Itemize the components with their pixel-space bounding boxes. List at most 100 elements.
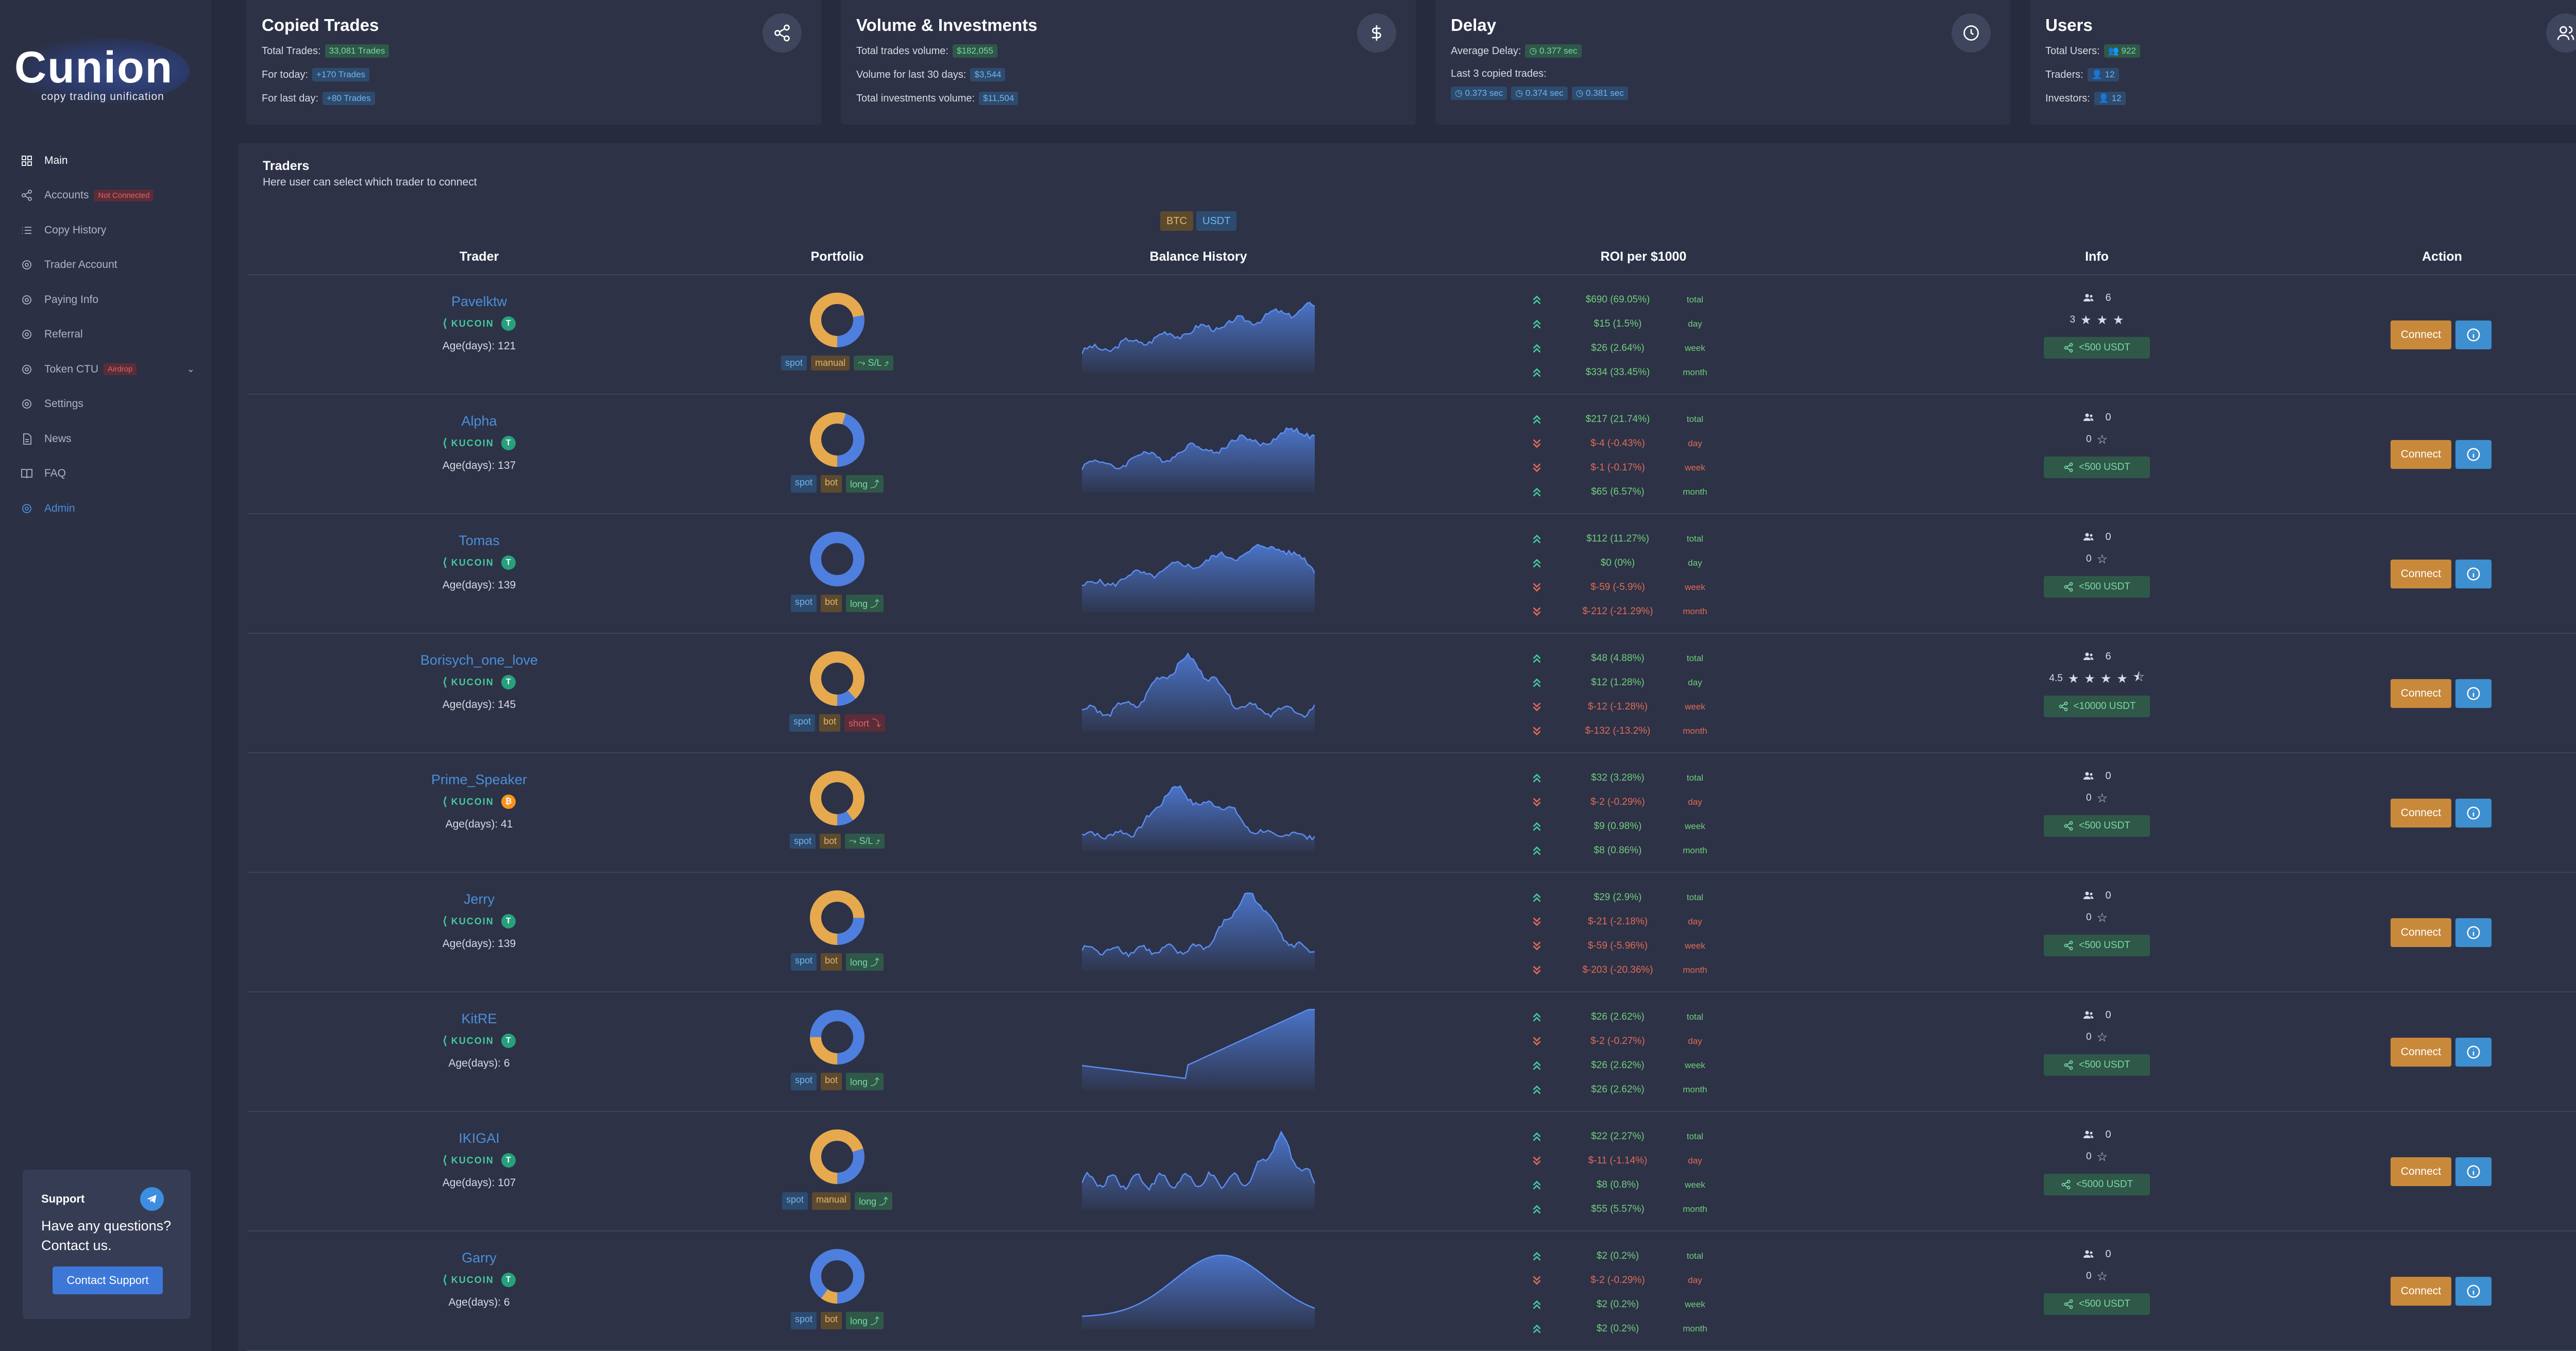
chevron-down-icon[interactable]: ⌄ (187, 364, 195, 375)
balance-history-sparkline (1082, 785, 1315, 851)
currency-btc-toggle[interactable]: BTC (1160, 211, 1193, 231)
tag-label: S/L (868, 358, 882, 368)
usdt-coin-icon: T (501, 675, 516, 689)
connect-button[interactable]: Connect (2391, 679, 2451, 708)
tag-label: bot (824, 477, 838, 487)
info-button[interactable] (2455, 320, 2492, 349)
connect-button[interactable]: Connect (2391, 560, 2451, 588)
roi-period: week (1685, 343, 1705, 353)
delay-value-text: 0.373 sec (1465, 88, 1503, 98)
investment-limit-badge[interactable]: <500 USDT (2044, 815, 2150, 837)
investment-limit-badge[interactable]: <5000 USDT (2044, 1174, 2150, 1195)
contact-support-button[interactable]: Contact Support (53, 1266, 163, 1294)
trader-name-link[interactable]: IKIGAI (459, 1130, 500, 1146)
stat-line: Total investments volume: $11,504 (856, 92, 1019, 105)
stat-value: 👥 922 (2104, 44, 2140, 58)
roi-period: total (1686, 414, 1704, 424)
connect-button[interactable]: Connect (2391, 1038, 2451, 1067)
star-icon: ★ (2096, 313, 2108, 327)
portfolio-tags: spot bot long ⤴ (762, 953, 912, 971)
sidebar-item-trader-account[interactable]: Trader Account (21, 248, 201, 283)
investment-limit-badge[interactable]: <10000 USDT (2044, 696, 2150, 717)
info-button[interactable] (2455, 1157, 2492, 1186)
roi-value: $-2 (-0.29%) (1590, 796, 1645, 807)
trader-name-link[interactable]: Jerry (464, 891, 495, 907)
sparkline-area (1082, 893, 1315, 971)
star-icon: ☆ (2096, 432, 2108, 447)
col-header-roi: ROI per $1000 (1600, 249, 1687, 264)
sidebar-item-news[interactable]: News (21, 421, 201, 457)
users-icon (2083, 1011, 2094, 1019)
trader-name-link[interactable]: Garry (462, 1250, 497, 1265)
connect-button[interactable]: Connect (2391, 1157, 2451, 1186)
share-icon (2064, 462, 2073, 472)
trader-info: 0 0 ☆ <500 USDT (2035, 1005, 2159, 1076)
info-button[interactable] (2455, 799, 2492, 828)
logo[interactable]: Cunion copy trading unification (14, 37, 190, 109)
roi-period: total (1686, 294, 1704, 305)
followers-count: 0 (2105, 889, 2111, 901)
connect-button[interactable]: Connect (2391, 440, 2451, 469)
exchange-label: ⟨ KUCOIN T (402, 675, 556, 689)
info-button[interactable] (2455, 1038, 2492, 1067)
sidebar-item-label: FAQ (44, 467, 66, 480)
sidebar-item-faq[interactable]: FAQ (21, 457, 201, 492)
usdt-coin-icon: T (501, 316, 516, 331)
info-button[interactable] (2455, 918, 2492, 947)
investment-limit-badge[interactable]: <500 USDT (2044, 457, 2150, 478)
sidebar-item-accounts[interactable]: Accounts Not Connected (21, 178, 201, 213)
sidebar-item-main[interactable]: Main (21, 143, 201, 178)
roi-value: $65 (6.57%) (1591, 486, 1645, 497)
card-title: Volume & Investments (856, 15, 1038, 35)
rating: 0 ☆ (2035, 1264, 2159, 1288)
info-button[interactable] (2455, 679, 2492, 708)
sidebar-item-admin[interactable]: Admin (21, 491, 201, 526)
sidebar-item-referral[interactable]: Referral (21, 317, 201, 352)
roi-value: $-59 (-5.9%) (1590, 581, 1645, 593)
tag-bot: bot (820, 1073, 842, 1090)
trader-name-link[interactable]: KitRE (461, 1011, 497, 1026)
info-button[interactable] (2455, 560, 2492, 588)
tag-long: long ⤴ (846, 475, 884, 493)
donut-ring-btc (810, 1010, 865, 1065)
investment-limit-badge[interactable]: <500 USDT (2044, 1293, 2150, 1315)
kucoin-icon: ⟨ (443, 795, 448, 808)
info-icon (2467, 1285, 2480, 1298)
sidebar-item-copy-history[interactable]: Copy History (21, 213, 201, 248)
trader-name-link[interactable]: Tomas (459, 533, 500, 548)
investment-limit-badge[interactable]: <500 USDT (2044, 337, 2150, 359)
tag-label: bot (824, 597, 838, 607)
stat-label: Average Delay: (1451, 45, 1521, 57)
investment-limit-badge[interactable]: <500 USDT (2044, 576, 2150, 598)
portfolio-tags: spot bot long ⤴ (762, 1073, 912, 1090)
sidebar-item-paying-info[interactable]: Paying Info (21, 282, 201, 317)
followers-count: 6 (2105, 650, 2111, 662)
kucoin-icon: ⟨ (443, 317, 448, 330)
connect-button[interactable]: Connect (2391, 320, 2451, 349)
rating-value: 0 (2086, 1032, 2092, 1042)
investment-limit-badge[interactable]: <500 USDT (2044, 1054, 2150, 1076)
rating: 4.5 ★ ★ ★ ★ ⯪ (2035, 667, 2159, 690)
trader-name-link[interactable]: Pavelktw (451, 294, 507, 309)
connect-button[interactable]: Connect (2391, 1277, 2451, 1306)
currency-usdt-toggle[interactable]: USDT (1196, 211, 1237, 231)
investment-limit-badge[interactable]: <500 USDT (2044, 935, 2150, 956)
trader-name-link[interactable]: Alpha (461, 413, 497, 429)
connect-button[interactable]: Connect (2391, 799, 2451, 828)
sidebar-item-settings[interactable]: Settings (21, 387, 201, 422)
telegram-icon[interactable] (140, 1187, 164, 1211)
double-chevron-up-icon (1533, 487, 1541, 497)
table-row: KitRE ⟨ KUCOIN T Age(days): 6 spot bot lon… (247, 992, 2576, 1112)
trader-name-link[interactable]: Borisych_one_love (420, 652, 538, 668)
gear-icon (21, 398, 33, 410)
tag-spot: spot (790, 475, 817, 493)
sparkline-area (1082, 1255, 1315, 1329)
connect-button[interactable]: Connect (2391, 918, 2451, 947)
trader-name-link[interactable]: Prime_Speaker (431, 772, 528, 787)
info-button[interactable] (2455, 440, 2492, 469)
sidebar-item-token-ctu[interactable]: Token CTU Airdrop ⌄ (21, 352, 201, 387)
info-button[interactable] (2455, 1277, 2492, 1306)
usdt-coin-icon: T (501, 555, 516, 570)
roi-block: $26 (2.62%) total $-2 (-0.27%) day $26 (… (1530, 1005, 1757, 1102)
users-icon (2083, 294, 2094, 301)
